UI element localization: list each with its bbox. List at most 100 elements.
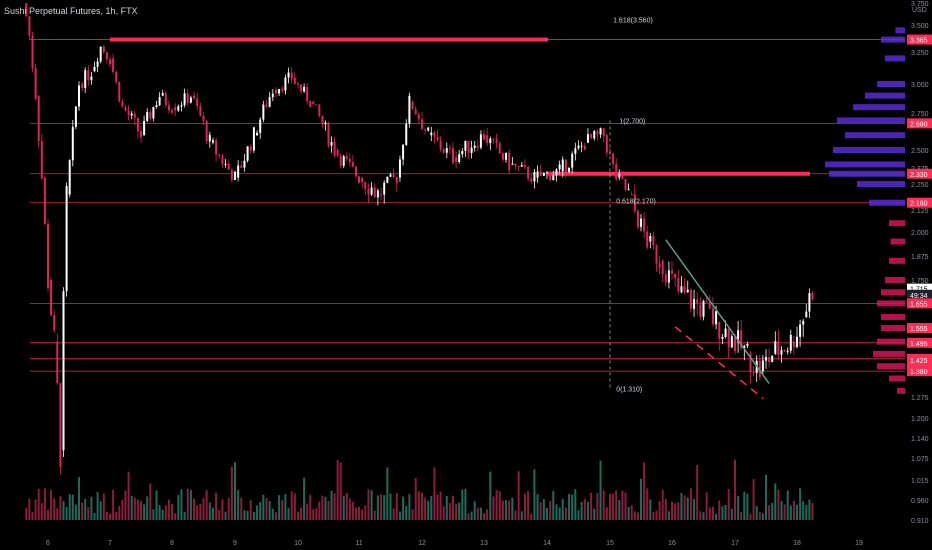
candle-body <box>370 187 373 195</box>
volume-bar <box>237 490 240 520</box>
candle-body <box>389 174 392 177</box>
candle-body <box>234 171 236 180</box>
volume-bar <box>373 510 376 520</box>
candle-body <box>696 299 699 304</box>
volume-bar <box>186 488 189 520</box>
candle-body <box>542 172 545 176</box>
candle-body <box>439 140 442 150</box>
volume-bar <box>805 504 808 520</box>
volume-bar <box>511 497 514 520</box>
candle-body <box>230 169 233 180</box>
volume-bar <box>702 512 705 520</box>
volume-bar <box>765 474 767 520</box>
candle-body <box>34 68 37 100</box>
candle-body <box>167 104 170 111</box>
candle-body <box>721 337 724 339</box>
candle-body <box>109 59 111 65</box>
volume-bar <box>395 492 398 520</box>
volume-bar <box>367 489 370 520</box>
candle-body <box>618 174 621 178</box>
y-tick-label: 1.140 <box>911 436 929 443</box>
profile-bar <box>889 220 905 227</box>
price-axis[interactable]: 3.7503.5003.2503.0002.7502.5002.3752.250… <box>907 1 932 525</box>
candle-body <box>624 178 627 190</box>
candle-body <box>724 328 727 338</box>
chart-title: Sushi Perpetual Futures, 1h, FTX <box>4 6 138 16</box>
candle-body <box>799 324 802 337</box>
fib-label: 0(1.310) <box>616 386 642 393</box>
candle-body <box>495 138 498 144</box>
volume-bar <box>590 492 593 520</box>
candle-body <box>367 188 370 195</box>
volume-bar <box>240 497 243 520</box>
candle-body <box>249 146 252 151</box>
candle-body <box>59 383 62 467</box>
candle-body <box>87 70 90 81</box>
candle-body <box>546 172 548 174</box>
volume-bar <box>218 509 221 520</box>
candle-body <box>761 360 764 372</box>
volume-bar <box>527 491 530 520</box>
volume-bar <box>448 503 451 520</box>
profile-bar <box>885 55 905 62</box>
volume-bar <box>274 512 277 520</box>
volume-bar <box>577 510 580 520</box>
volume-bar <box>342 495 345 520</box>
volume-bar <box>370 490 373 520</box>
volume-bar <box>380 494 383 520</box>
volume-bar <box>37 488 40 520</box>
profile-bar <box>881 313 905 320</box>
candle-body <box>354 166 357 177</box>
volume-bar <box>327 500 330 520</box>
volume-bar <box>730 508 733 520</box>
volume-bar <box>265 498 268 520</box>
candle-body <box>81 84 84 88</box>
volume-bar <box>143 504 146 520</box>
candle-body <box>530 178 533 182</box>
y-tick-label: 3.000 <box>911 82 929 89</box>
volume-bar <box>455 503 458 520</box>
price-tag-label: 1.425 <box>910 358 928 365</box>
candle-body <box>183 93 186 106</box>
volume-bar <box>293 493 296 520</box>
volume-bar <box>136 499 139 520</box>
y-tick-label: 1.200 <box>911 416 929 423</box>
volume-bar <box>211 507 214 520</box>
volume-bar <box>68 494 71 520</box>
volume-bar <box>439 491 442 520</box>
volume-bar <box>31 512 34 520</box>
volume-bar <box>464 488 467 520</box>
candle-body <box>208 135 211 142</box>
profile-bar <box>829 170 905 177</box>
candle-body <box>303 87 306 92</box>
y-tick-label: 0.910 <box>911 518 929 525</box>
candle-body <box>348 158 351 163</box>
volume-bar <box>417 491 420 520</box>
time-axis[interactable]: 6 7 8 9 10 11 12 13 14 15 16 17 18 19 <box>46 540 863 547</box>
candle-body <box>749 353 752 373</box>
volume-bar <box>411 509 414 520</box>
x-tick-label: 8 <box>170 540 174 547</box>
volume-bar <box>130 495 133 520</box>
candle-body <box>536 171 539 178</box>
candle-body <box>627 189 630 191</box>
x-tick-label: 6 <box>46 540 50 547</box>
profile-bar <box>889 375 905 382</box>
candle-body <box>300 84 303 92</box>
volume-bar <box>542 498 545 520</box>
volume-bar <box>290 491 293 520</box>
candle-body <box>621 174 624 179</box>
candle-body <box>740 330 743 349</box>
candle-body <box>65 185 68 292</box>
volume-bar <box>492 496 495 520</box>
candle-body <box>783 350 786 352</box>
volume-bar <box>112 489 115 520</box>
candle-body <box>336 150 339 156</box>
candle-body <box>811 293 814 300</box>
candle-body <box>118 81 121 102</box>
candle-body <box>383 182 386 195</box>
candle-body <box>417 114 420 120</box>
candle-body <box>133 113 136 118</box>
volume-bar <box>737 495 740 520</box>
